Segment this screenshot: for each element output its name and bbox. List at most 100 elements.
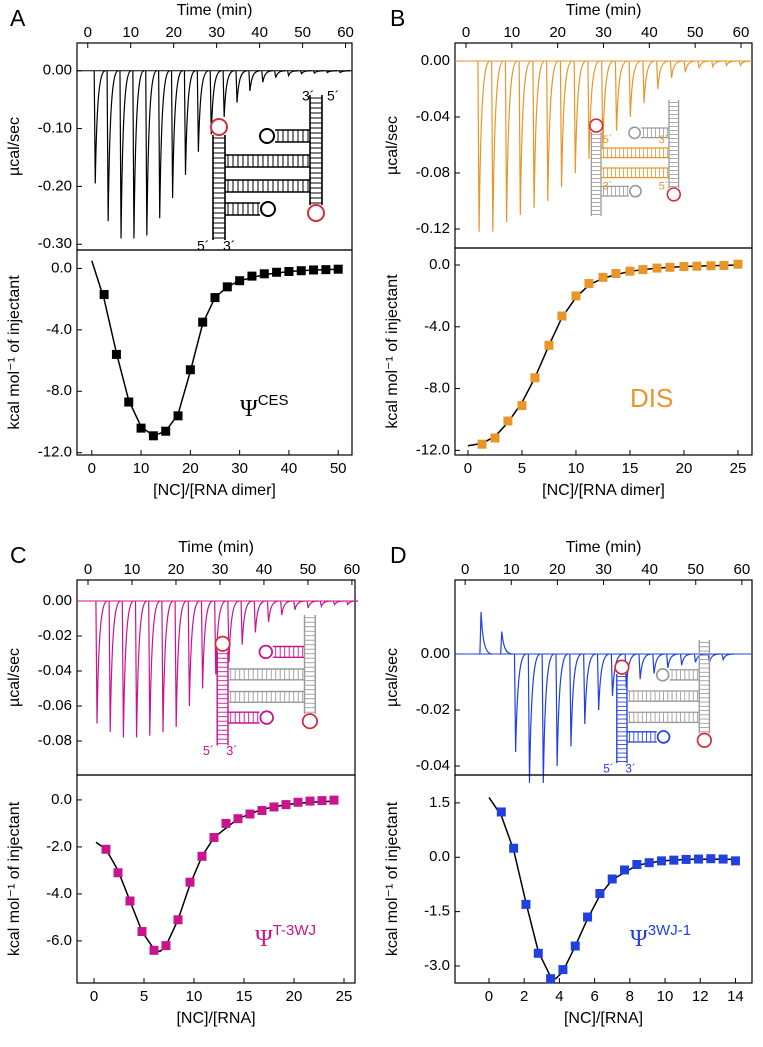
x-tick-label: 15 (236, 988, 253, 1005)
injection-peak (683, 60, 697, 73)
x-tick-label: 50 (687, 24, 704, 41)
annotation-symbol: DIS (630, 383, 673, 413)
y-tick-label: -0.08 (416, 164, 450, 181)
rna-loop (258, 644, 274, 660)
injection-peak (555, 653, 569, 767)
plot-frame (76, 249, 353, 456)
injection-peak (642, 60, 655, 104)
data-point (333, 264, 343, 274)
data-point (329, 795, 339, 805)
injection-peak (479, 611, 493, 655)
data-point (681, 854, 691, 864)
injection-peak (527, 653, 541, 783)
plot: 0 10 20 30 40 50 60 0.00 -0.02 -0.04 Time (min) µca… (384, 539, 753, 783)
injection-peak (721, 653, 735, 662)
data-point (625, 266, 635, 276)
data-point (496, 807, 506, 817)
y-axis-label: kcal mol⁻¹ of injectant (384, 274, 401, 429)
y-axis-label: µcal/sec (6, 117, 23, 176)
injection-peak (121, 600, 134, 738)
data-point (247, 271, 257, 281)
injection-peak (332, 600, 345, 606)
rna-loop (260, 201, 276, 217)
x-tick-label: 30 (595, 561, 612, 578)
injection-peak (196, 70, 209, 152)
data-point (321, 265, 331, 275)
data-point (669, 855, 679, 865)
injection-peak (312, 70, 325, 75)
x-tick-label: 20 (549, 561, 566, 578)
x-tick-label: 30 (231, 460, 248, 477)
data-point (148, 431, 158, 441)
data-point (718, 854, 728, 864)
injection-peak (669, 60, 683, 78)
rna-loop (589, 118, 604, 133)
data-point (99, 290, 109, 300)
y-tick-label: -0.30 (38, 235, 72, 252)
y-tick-label: -0.12 (416, 220, 450, 237)
x-tick-label: 40 (251, 24, 268, 41)
x-tick-label: 25 (336, 988, 353, 1005)
rna-loop (214, 635, 231, 652)
injection-peak (559, 60, 573, 188)
rna-loop (696, 732, 713, 748)
plot: 0 5 10 15 20 25 0.0 -4.0 -8.0 -12.0 [NC]/[RNA dime… (384, 247, 753, 499)
data-point (173, 915, 183, 925)
diagram-label: 3´ (226, 744, 237, 758)
diagram-label: 5´ (659, 180, 669, 192)
data-point (245, 809, 255, 819)
injection-peak (132, 70, 145, 239)
x-tick-label: 0 (88, 460, 96, 477)
x-tick-label: 12 (692, 988, 709, 1005)
data-point (706, 261, 716, 271)
data-point (598, 272, 608, 282)
data-point (533, 948, 543, 958)
y-tick-label: 0.00 (43, 592, 72, 609)
rna-loop (259, 128, 275, 144)
x-tick-label: 4 (555, 988, 563, 1005)
data-point (679, 262, 689, 272)
x-tick-label: 10 (568, 460, 585, 477)
injection-peak (266, 600, 279, 623)
diagram-label: 3´ (625, 761, 636, 775)
annotation-superscript: 3WJ-1 (648, 922, 691, 939)
injection-peak (319, 600, 332, 609)
plot: 0 2 4 6 8 10 12 14 1.5 0.0 -1.5 -3.0 [NC]/[RNA] kcal … (384, 774, 753, 1027)
data-point (583, 912, 593, 922)
injection-peak (158, 70, 171, 219)
injection-peak (93, 70, 106, 184)
x-tick-label: 20 (286, 988, 303, 1005)
injection-peak (569, 653, 583, 747)
rna-loop (307, 204, 325, 222)
injection-peak (161, 600, 174, 733)
injection-peak (200, 600, 214, 689)
injection-peak (286, 70, 299, 78)
x-tick-label: 10 (124, 561, 141, 578)
data-point (620, 865, 630, 875)
x-tick-label: 10 (657, 988, 674, 1005)
y-axis-label: µcal/sec (6, 648, 23, 707)
injection-peak (628, 60, 642, 118)
x-tick-label: 0 (84, 24, 92, 41)
data-point (644, 858, 654, 868)
data-point (719, 260, 729, 270)
data-point (257, 805, 267, 815)
y-tick-label: -8.0 (424, 380, 450, 397)
y-tick-label: -1.5 (424, 903, 450, 920)
x-axis-label: Time (min) (178, 539, 254, 556)
fit-curve (91, 260, 339, 437)
injection-peak (235, 70, 248, 103)
data-point (101, 844, 111, 854)
data-point (317, 796, 327, 806)
injection-peak (170, 70, 183, 198)
data-point (210, 293, 220, 303)
data-point (296, 266, 306, 276)
x-axis-label: [NC]/[RNA] (564, 1010, 643, 1027)
y-tick-label: 0.0 (429, 256, 450, 273)
x-tick-label: 2 (520, 988, 528, 1005)
injection-peak (738, 60, 752, 67)
rna-loop (629, 184, 642, 198)
x-tick-label: 0 (485, 988, 493, 1005)
rna-loop (666, 187, 682, 202)
annotation: Ψ3WJ-1 (630, 922, 691, 952)
